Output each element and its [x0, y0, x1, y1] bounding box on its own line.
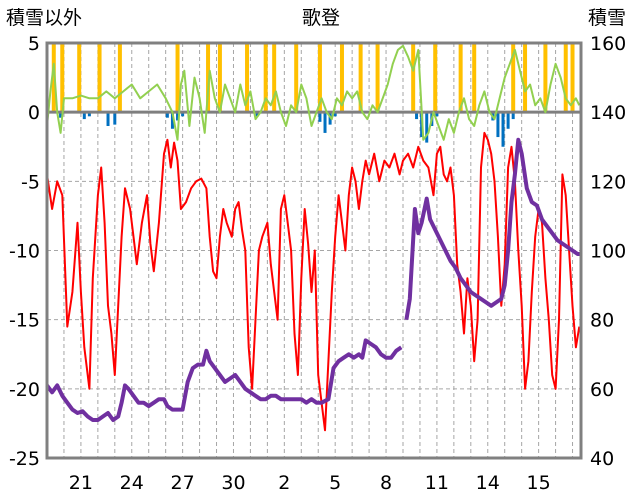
precip-bar [501, 112, 505, 147]
sunshine-bar [77, 43, 82, 113]
sunshine-bar [543, 43, 548, 113]
left-tick-label: -5 [21, 171, 40, 193]
plot-frame [45, 41, 583, 460]
precip-bar [506, 112, 510, 129]
sunshine-bar [60, 43, 65, 113]
right-tick-label: 140 [590, 102, 626, 124]
precip-bar [496, 112, 500, 138]
sunshine-bar [97, 43, 102, 113]
temperature-line [46, 131, 581, 432]
snow_depth-line [45, 338, 403, 422]
sunshine-bar [411, 43, 416, 113]
precip-bar [255, 112, 259, 117]
precip-bar [318, 112, 322, 122]
x-tick-label: 15 [527, 472, 551, 494]
sunshine-bar [472, 43, 477, 113]
sunshine-bar [458, 43, 463, 113]
x-tick-label: 27 [171, 472, 195, 494]
precip-bar [165, 112, 169, 118]
right-tick-label: 120 [590, 171, 626, 193]
sunshine-bar [263, 43, 268, 113]
precip-bar [87, 112, 91, 117]
precip-bar [106, 112, 110, 126]
precip-bar [511, 112, 515, 120]
right-tick-label: 160 [590, 33, 626, 55]
bottom-mask [0, 459, 636, 501]
right-axis-title: 積雪 [588, 7, 626, 29]
precip-bar [425, 112, 429, 143]
precip-bar [82, 112, 86, 120]
right-tick-label: 80 [590, 310, 614, 332]
right-tick-label: 40 [590, 448, 614, 470]
right-tick-label: 60 [590, 379, 614, 401]
precip-bar [435, 112, 439, 117]
left-tick-label: 5 [28, 33, 40, 55]
x-tick-label: 14 [476, 472, 500, 494]
wind-line [46, 44, 581, 141]
sunshine-bar [570, 43, 575, 113]
sunshine-bar [563, 43, 568, 113]
sunshine-bar [294, 43, 299, 113]
chart-title: 歌登 [302, 7, 340, 29]
x-tick-label: 5 [329, 472, 341, 494]
sunshine-bar [317, 43, 322, 113]
sunshine-bar [339, 43, 344, 113]
x-axis-ticks: 21 24 27 30 2 5 8 11 14 15 [69, 472, 551, 494]
left-tick-label: -25 [9, 448, 40, 470]
sunshine-bar [375, 43, 380, 113]
precip-bar [59, 112, 63, 118]
sunshine-bar [272, 43, 277, 113]
sunshine-bar [217, 43, 222, 113]
left-tick-label: 0 [28, 102, 40, 124]
left-axis-ticks: 5 0 -5 -10 -15 -20 -25 [9, 33, 40, 470]
sunshine-bar [245, 43, 250, 113]
sunshine-bar [433, 43, 438, 113]
left-axis-title: 積雪以外 [6, 7, 82, 29]
left-tick-label: -15 [9, 310, 40, 332]
sunshine-bar [206, 43, 211, 113]
x-tick-label: 11 [425, 472, 449, 494]
x-tick-label: 8 [380, 472, 392, 494]
left-tick-label: -10 [9, 241, 40, 263]
plot-area [0, 43, 636, 501]
sunshine-bar [523, 43, 528, 113]
precip-bar [176, 112, 180, 121]
sunshine-bar [175, 43, 180, 113]
snow_depth-line [404, 137, 581, 321]
precip-bar [323, 112, 327, 133]
sunshine-bar [117, 43, 122, 113]
precip-bar [181, 112, 185, 117]
x-tick-label: 30 [221, 472, 245, 494]
x-tick-label: 21 [69, 472, 93, 494]
x-tick-label: 24 [120, 472, 144, 494]
right-tick-label: 100 [590, 241, 626, 263]
precip-bar [113, 112, 117, 125]
right-axis-ticks: 160 140 120 100 80 60 40 [590, 33, 626, 470]
sunshine-bar [511, 43, 516, 113]
precip-bar [170, 112, 174, 129]
sunshine-bar [358, 43, 363, 113]
x-tick-label: 2 [278, 472, 290, 494]
precip-bar [415, 112, 419, 120]
left-tick-label: -20 [9, 379, 40, 401]
precip-bar [333, 112, 337, 117]
